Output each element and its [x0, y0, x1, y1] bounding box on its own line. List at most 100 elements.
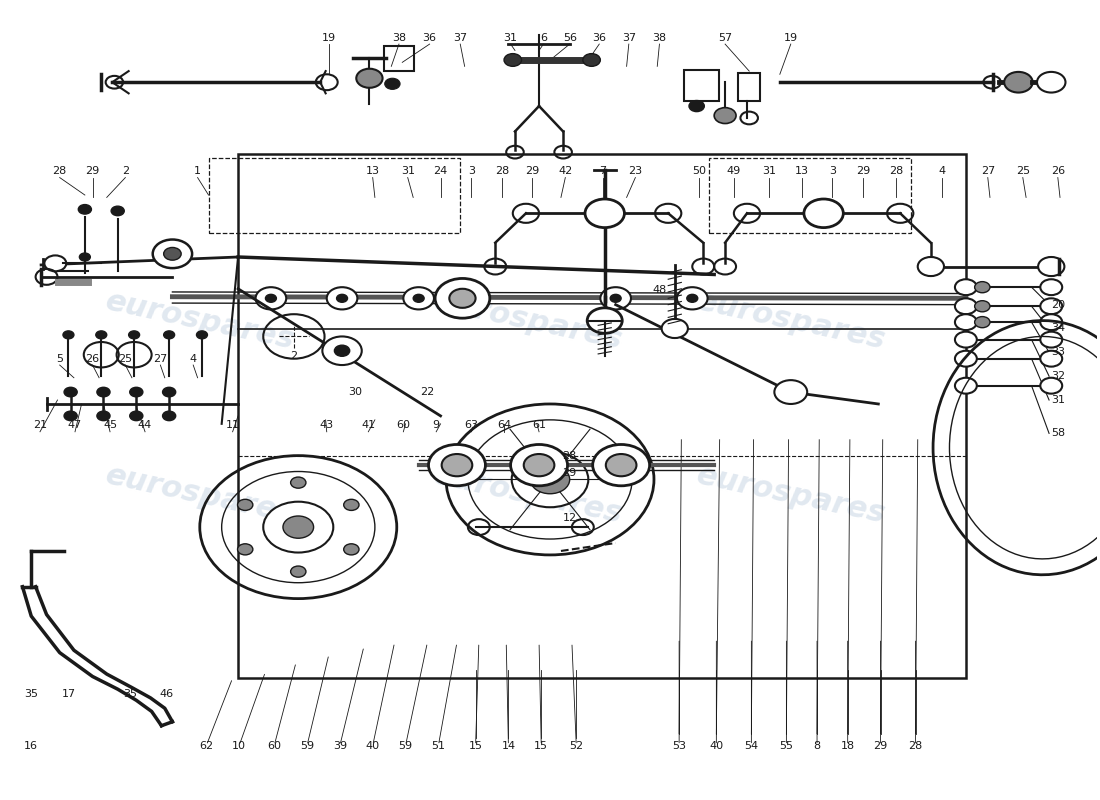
Circle shape — [606, 454, 637, 476]
Circle shape — [585, 199, 625, 228]
Text: 40: 40 — [710, 741, 724, 750]
Circle shape — [804, 199, 844, 228]
Text: 28: 28 — [53, 166, 67, 176]
Circle shape — [79, 253, 90, 261]
Circle shape — [1041, 314, 1063, 330]
Text: 4: 4 — [189, 354, 197, 364]
Circle shape — [593, 445, 650, 486]
Circle shape — [955, 332, 977, 347]
Circle shape — [63, 331, 74, 339]
Circle shape — [283, 516, 313, 538]
Circle shape — [334, 345, 350, 356]
Text: 29: 29 — [856, 166, 870, 176]
Text: 3: 3 — [829, 166, 836, 176]
Circle shape — [64, 411, 77, 421]
Text: eurospares: eurospares — [693, 286, 888, 354]
Text: 40: 40 — [365, 741, 380, 750]
Circle shape — [263, 502, 333, 553]
Text: 12: 12 — [562, 513, 576, 522]
Text: 26: 26 — [86, 354, 100, 364]
Bar — [738, 73, 760, 102]
Circle shape — [337, 294, 348, 302]
Text: eurospares: eurospares — [102, 286, 297, 354]
Circle shape — [290, 566, 306, 577]
Circle shape — [441, 454, 472, 476]
Circle shape — [689, 101, 704, 112]
Text: 27: 27 — [981, 166, 994, 176]
Circle shape — [1041, 298, 1063, 314]
Circle shape — [404, 287, 434, 310]
Circle shape — [322, 337, 362, 365]
Text: 14: 14 — [502, 741, 516, 750]
Circle shape — [290, 477, 306, 488]
Text: 52: 52 — [569, 741, 583, 750]
Circle shape — [512, 452, 588, 507]
Text: 39: 39 — [333, 741, 346, 750]
Circle shape — [714, 108, 736, 123]
Text: 33: 33 — [1050, 347, 1065, 358]
Circle shape — [975, 317, 990, 328]
Circle shape — [164, 331, 175, 339]
Text: 5: 5 — [56, 354, 63, 364]
Text: 35: 35 — [24, 689, 38, 699]
Circle shape — [436, 278, 490, 318]
Bar — [708, 158, 911, 233]
Text: 25: 25 — [1015, 166, 1030, 176]
Circle shape — [917, 257, 944, 276]
Circle shape — [676, 287, 707, 310]
Bar — [238, 154, 966, 678]
Circle shape — [163, 411, 176, 421]
Circle shape — [955, 298, 977, 314]
Text: 60: 60 — [396, 421, 410, 430]
Circle shape — [1037, 72, 1066, 93]
Text: 51: 51 — [431, 741, 446, 750]
Text: 25: 25 — [119, 354, 132, 364]
Text: 15: 15 — [469, 741, 483, 750]
Circle shape — [429, 445, 485, 486]
Text: 28: 28 — [495, 166, 509, 176]
Text: 17: 17 — [62, 689, 76, 699]
Text: 34: 34 — [1050, 323, 1065, 334]
Circle shape — [449, 289, 475, 308]
Bar — [384, 46, 415, 71]
Text: eurospares: eurospares — [693, 461, 888, 530]
Circle shape — [111, 206, 124, 216]
Circle shape — [153, 239, 192, 268]
Text: 36: 36 — [422, 33, 437, 42]
Text: 41: 41 — [361, 421, 375, 430]
Circle shape — [601, 287, 631, 310]
Circle shape — [97, 411, 110, 421]
Circle shape — [774, 380, 807, 404]
Circle shape — [510, 445, 568, 486]
Circle shape — [955, 350, 977, 366]
Circle shape — [686, 294, 697, 302]
Text: 23: 23 — [628, 166, 642, 176]
Bar — [683, 70, 718, 102]
Text: 2: 2 — [290, 351, 297, 362]
Text: 2: 2 — [122, 166, 129, 176]
Circle shape — [583, 54, 601, 66]
Text: 1: 1 — [194, 166, 201, 176]
Circle shape — [255, 287, 286, 310]
Text: 35: 35 — [123, 689, 136, 699]
Text: 11: 11 — [226, 421, 240, 430]
Circle shape — [163, 387, 176, 397]
Text: 53: 53 — [672, 741, 686, 750]
Circle shape — [1041, 378, 1063, 394]
Text: 56: 56 — [563, 33, 576, 42]
Circle shape — [164, 247, 182, 260]
Text: 37: 37 — [621, 33, 636, 42]
Text: 20: 20 — [1050, 300, 1065, 310]
Text: 63: 63 — [464, 421, 478, 430]
Text: 29: 29 — [873, 741, 888, 750]
Text: 37: 37 — [453, 33, 468, 42]
Circle shape — [343, 499, 359, 510]
Circle shape — [129, 331, 140, 339]
Circle shape — [96, 331, 107, 339]
Circle shape — [44, 255, 66, 271]
Text: eurospares: eurospares — [431, 286, 626, 354]
Text: 57: 57 — [718, 33, 733, 42]
Text: 54: 54 — [745, 741, 758, 750]
Text: 29: 29 — [526, 166, 540, 176]
Circle shape — [64, 387, 77, 397]
